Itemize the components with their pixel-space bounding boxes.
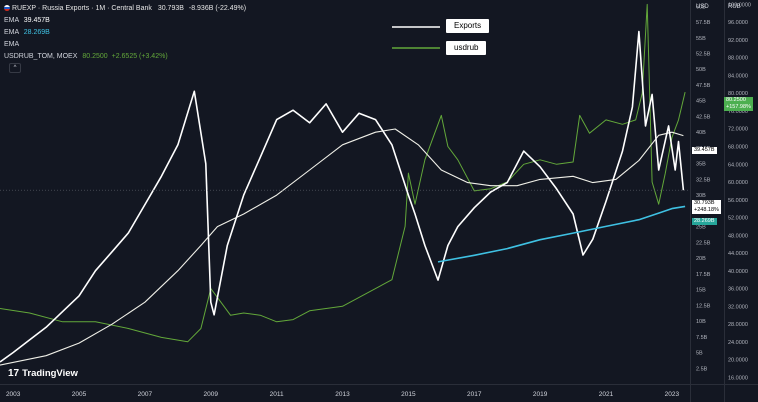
ema1-row[interactable]: EMA 39.457B <box>4 16 50 25</box>
left-tick-label: 40B <box>696 130 706 136</box>
ema1-price-label: 39.457B <box>692 147 717 154</box>
right-axis-unit[interactable]: RUB <box>728 4 741 10</box>
right-tick-label: 84.0000 <box>728 73 748 79</box>
left-tick-label: 2.5B <box>696 366 708 372</box>
legend-entry-usdrub: usdrub <box>446 41 487 55</box>
x-tick-label: 2009 <box>204 391 219 398</box>
legend-entry-exports: Exports <box>446 19 490 33</box>
right-tick-label: 32.0000 <box>728 304 748 310</box>
left-axis-unit[interactable]: USD <box>696 4 709 10</box>
series-lines <box>0 3 690 366</box>
x-tick-label: 2023 <box>665 391 680 398</box>
right-tick-label: 24.0000 <box>728 340 748 346</box>
left-tick-label: 47.5B <box>696 83 711 89</box>
usdrub-ema-line <box>437 205 686 263</box>
left-tick-label: 7.5B <box>696 335 708 341</box>
right-tick-label: 80.0000 <box>728 91 748 97</box>
ema2-label: EMA <box>4 29 19 36</box>
right-axis: 16.0000 20.0000 24.0000 28.0000 32.0000 36.00… <box>728 2 751 381</box>
tradingview-logo[interactable]: 17 TradingView <box>8 368 78 379</box>
usdrub-label: USDRUB_TOM, MOEX <box>4 53 78 60</box>
ema2-row[interactable]: EMA 28.269B <box>4 28 50 37</box>
left-tick-label: 52.5B <box>696 52 711 58</box>
left-tick-label: 17.5B <box>696 272 711 278</box>
x-tick-label: 2013 <box>335 391 350 398</box>
left-tick-label: 32.5B <box>696 177 711 183</box>
usdrub-price-value: 80.2500 <box>726 97 746 103</box>
left-tick-label: 20B <box>696 256 706 262</box>
right-tick-label: 96.0000 <box>728 20 748 26</box>
ema1-value: 39.457B <box>23 17 50 24</box>
left-axis: 2.5B5B7.5B10B12.5B15B17.5B20B22.5B25B27.… <box>696 4 711 372</box>
usdrub-change: +2.6525 (+3.42%) <box>111 53 168 60</box>
right-tick-label: 64.0000 <box>728 162 748 168</box>
ema2-price-label: 28.269B <box>692 218 717 225</box>
left-tick-label: 60B <box>696 4 706 10</box>
usdrub-row[interactable]: USDRUB_TOM, MOEX 80.2500 +2.6525 (+3.42%… <box>4 52 168 61</box>
usdrub-value: 80.2500 <box>82 53 108 60</box>
usdrub-price-pct: +157.98% <box>726 104 751 110</box>
right-tick-label: 28.0000 <box>728 322 748 328</box>
x-axis: 2003 2005 2007 2009 2011 2013 2015 2017 2019 2021… <box>6 391 680 398</box>
collapse-legend-button[interactable]: ^ <box>9 63 21 73</box>
left-tick-label: 12.5B <box>696 303 711 309</box>
chart-header: RUEXP · Russia Exports · 1M · Central Ba… <box>4 4 246 13</box>
left-tick-label: 25B <box>696 225 706 231</box>
right-tick-label: 48.0000 <box>728 233 748 239</box>
ema2-value: 28.269B <box>23 29 50 36</box>
x-tick-label: 2011 <box>270 391 284 398</box>
left-tick-label: 15B <box>696 288 706 294</box>
right-tick-label: 72.0000 <box>728 127 748 133</box>
left-tick-label: 5B <box>696 351 703 357</box>
left-tick-label: 45B <box>696 99 706 105</box>
right-tick-label: 20.0000 <box>728 358 748 364</box>
right-tick-label: 60.0000 <box>728 180 748 186</box>
right-tick-label: 56.0000 <box>728 198 748 204</box>
right-tick-label: 68.0000 <box>728 144 748 150</box>
exports-price-value: 30.793B <box>694 200 715 206</box>
right-tick-label: 40.0000 <box>728 269 748 275</box>
left-tick-label: 55B <box>696 36 706 42</box>
change-value: -8.936B (-22.49%) <box>188 5 247 12</box>
right-tick-label: 88.0000 <box>728 56 748 62</box>
exports-price-label: 30.793B +248.18% <box>692 200 721 214</box>
right-tick-label: 100.0000 <box>728 2 751 8</box>
x-tick-label: 2017 <box>467 391 482 398</box>
right-tick-label: 36.0000 <box>728 287 748 293</box>
usdrub-price-label: 80.2500 +157.98% <box>724 97 753 111</box>
left-tick-label: 22.5B <box>696 240 711 246</box>
last-value: 30.793B <box>157 5 184 12</box>
right-tick-label: 16.0000 <box>728 375 748 381</box>
right-tick-label: 76.0000 <box>728 109 748 115</box>
exports-line <box>0 30 685 363</box>
exports-price-pct: +248.18% <box>694 207 719 213</box>
x-tick-label: 2003 <box>6 391 21 398</box>
right-tick-label: 92.0000 <box>728 38 748 44</box>
x-tick-label: 2005 <box>72 391 87 398</box>
tradingview-name: TradingView <box>22 368 78 379</box>
ema3-label: EMA <box>4 41 20 48</box>
left-tick-label: 30B <box>696 193 706 199</box>
x-tick-label: 2019 <box>533 391 548 398</box>
x-tick-label: 2015 <box>401 391 416 398</box>
x-tick-label: 2021 <box>599 391 614 398</box>
symbol-flag-icon <box>4 5 10 12</box>
right-tick-label: 44.0000 <box>728 251 748 257</box>
exports-ema-line <box>0 128 684 366</box>
ema1-label: EMA <box>4 17 19 24</box>
left-tick-label: 10B <box>696 319 706 325</box>
ema3-row[interactable]: EMA <box>4 40 19 49</box>
symbol-title[interactable]: RUEXP · Russia Exports · 1M · Central Ba… <box>11 5 152 12</box>
left-tick-label: 35B <box>696 162 706 168</box>
left-tick-label: 57.5B <box>696 20 711 26</box>
x-tick-label: 2007 <box>138 391 153 398</box>
right-tick-label: 52.0000 <box>728 216 748 222</box>
left-tick-label: 42.5B <box>696 114 711 120</box>
tradingview-logo-icon: 17 <box>8 368 20 379</box>
left-tick-label: 50B <box>696 67 706 73</box>
